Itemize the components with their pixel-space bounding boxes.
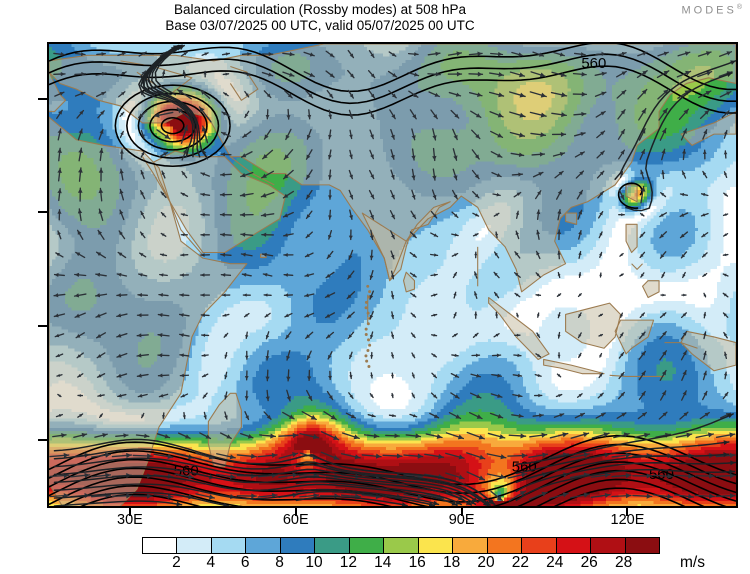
- xtick-mark-90E: [460, 508, 463, 516]
- coastline-luzon: [625, 223, 638, 254]
- xtick-mark-30E: [128, 508, 131, 516]
- colorbar-tick-16: 16: [409, 554, 426, 572]
- coastline-borneo: [565, 302, 622, 349]
- xtick-label-60E: 60E: [283, 512, 309, 528]
- colorbar-tick-28: 28: [615, 554, 632, 572]
- land-italy: [49, 72, 66, 112]
- colorbar-band-2: [211, 538, 247, 553]
- colorbar-band-7: [384, 538, 419, 553]
- coastline-italy: [49, 71, 67, 113]
- coastline-java: [543, 358, 605, 375]
- coastline-turkey_europe: [49, 44, 736, 293]
- colorbar-tick-6: 6: [241, 554, 250, 572]
- coastline-mindanao: [641, 280, 660, 299]
- land-africa: [49, 117, 247, 506]
- colorbar-tick-4: 4: [206, 554, 215, 572]
- colorbar-band-13: [591, 538, 626, 553]
- colorbar-tick-26: 26: [581, 554, 598, 572]
- colorbar-band-8: [418, 538, 454, 553]
- colorbar-band-12: [556, 538, 592, 553]
- colorbar-tick-20: 20: [477, 554, 494, 572]
- contour-560-north-1: [49, 53, 736, 105]
- coastline-srilanka: [402, 271, 416, 293]
- contour-med-cyclone-0: [160, 116, 185, 135]
- coastline-detail-2: [229, 65, 259, 101]
- colorbar-tick-2: 2: [172, 554, 181, 572]
- colorbar-band-11: [522, 538, 557, 553]
- colorbar-band-1: [177, 538, 212, 553]
- coastline-detail-0: [141, 156, 204, 256]
- colorbar: [142, 537, 660, 554]
- colorbar-band-0: [143, 538, 178, 553]
- coastline-india_tip: [361, 201, 451, 282]
- coastline-newguinea: [680, 330, 736, 372]
- coastline-detail-6: [631, 263, 643, 270]
- colorbar-tick-8: 8: [275, 554, 284, 572]
- colorbar-tick-22: 22: [512, 554, 529, 572]
- colorbar-band-5: [315, 538, 350, 553]
- land-madagascar: [208, 393, 242, 467]
- modes-logo-text: MODES: [681, 5, 736, 17]
- modes-logo: MODES®: [681, 4, 742, 17]
- chart-title: Balanced circulation (Rossby modes) at 5…: [0, 2, 640, 18]
- coastline-taiwan: [625, 184, 638, 203]
- ytick-mark-40N: [38, 97, 47, 100]
- land-japan_tip: [681, 111, 736, 146]
- colorbar-tick-18: 18: [443, 554, 460, 572]
- colorbar-band-10: [487, 538, 523, 553]
- land-mindanao: [642, 280, 660, 298]
- land-taiwan: [626, 184, 638, 202]
- chart-subtitle: Base 03/07/2025 00 UTC, valid 05/07/2025…: [0, 18, 640, 34]
- colorbar-band-4: [280, 538, 316, 553]
- colorbar-band-6: [349, 538, 385, 553]
- xtick-mark-120E: [626, 508, 629, 516]
- land-luzon: [626, 224, 638, 253]
- wind-vectors: [49, 49, 736, 503]
- jet-streamlines: [53, 44, 736, 506]
- contour-label-560-0: 560: [581, 56, 606, 72]
- colorbar-band-3: [246, 538, 281, 553]
- coastline-detail-7: [664, 342, 698, 349]
- contour-560-south-6: [80, 487, 686, 506]
- coastline-japan_tip: [680, 111, 736, 146]
- colorbar-band-14: [625, 538, 660, 553]
- colorbar-tick-10: 10: [305, 554, 322, 572]
- colorbar-tick-14: 14: [374, 554, 391, 572]
- registered-mark: ®: [737, 4, 742, 11]
- colorbar-tick-12: 12: [340, 554, 357, 572]
- xtick-mark-60E: [294, 508, 297, 516]
- land-turkey_europe: [49, 44, 736, 292]
- coastline-sulawesi: [614, 319, 655, 355]
- land-newguinea: [681, 331, 736, 371]
- ytick-mark-0: [38, 325, 47, 328]
- coastline-sumatra: [488, 296, 550, 361]
- map-plot-area: 560 560 560 560: [47, 42, 738, 508]
- coastline-detail-8: [609, 374, 665, 377]
- xtick-label-90E: 90E: [449, 512, 475, 528]
- ytick-mark-20S: [38, 438, 47, 441]
- land-hainan: [565, 213, 577, 225]
- colorbar-band-9: [453, 538, 488, 553]
- coastline-detail-1: [230, 156, 275, 186]
- land-srilanka: [403, 272, 415, 292]
- contour-med-cyclone-3: [126, 92, 220, 159]
- contour-560-south-5: [61, 478, 705, 506]
- contour-med-cyclone-1: [149, 108, 197, 143]
- land-sulawesi: [615, 320, 654, 354]
- coastline-hainan: [565, 212, 578, 225]
- xtick-label-30E: 30E: [117, 512, 143, 528]
- colorbar-tick-24: 24: [546, 554, 563, 572]
- colorbar-units-label: m/s: [680, 554, 705, 572]
- chart-title-block: Balanced circulation (Rossby modes) at 5…: [0, 0, 640, 34]
- land-sumatra: [488, 297, 550, 360]
- colorbar-group: m/s 2 4 6 8 10 12 14 16 18 20 22 24 26 28: [142, 537, 705, 571]
- xtick-label-120E: 120E: [611, 512, 645, 528]
- ytick-mark-20N: [38, 211, 47, 214]
